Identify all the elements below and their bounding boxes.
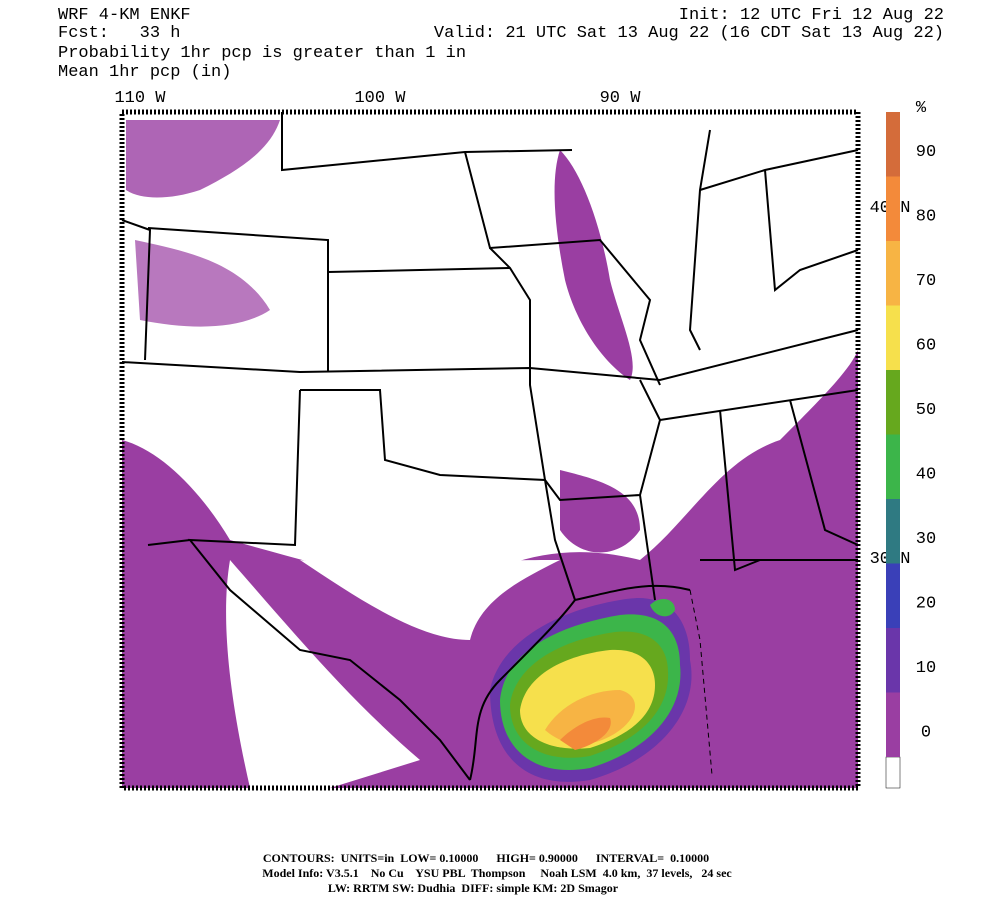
colorbar-label: 60 bbox=[916, 336, 936, 355]
map bbox=[119, 109, 861, 791]
colorbar-label: 90 bbox=[916, 143, 936, 162]
colorbar-band bbox=[885, 756, 901, 789]
dry-area bbox=[226, 560, 420, 788]
precip-area bbox=[560, 470, 640, 553]
colorbar-label: 80 bbox=[916, 207, 936, 226]
footer-model-info: Model Info: V3.5.1 No Cu YSU PBL Thompso… bbox=[262, 866, 732, 880]
footer-contours: CONTOURS: UNITS=in LOW= 0.10000 HIGH= 0.… bbox=[263, 851, 709, 865]
map-frame bbox=[119, 109, 861, 791]
init-time: Init: 12 UTC Fri 12 Aug 22 bbox=[679, 6, 944, 25]
colorbar-band bbox=[886, 434, 900, 499]
colorbar-band bbox=[886, 176, 900, 241]
longitude-label: 90 W bbox=[600, 89, 642, 108]
forecast-hour: Fcst: 33 h bbox=[58, 24, 180, 43]
colorbar-label: 50 bbox=[916, 401, 936, 420]
colorbar-band bbox=[886, 370, 900, 435]
colorbar-band bbox=[886, 499, 900, 564]
longitude-label: 100 W bbox=[354, 89, 406, 108]
colorbar-label: 70 bbox=[916, 272, 936, 291]
colorbar-band bbox=[886, 305, 900, 370]
colorbar-band bbox=[886, 692, 900, 757]
colorbar-label: 40 bbox=[916, 465, 936, 484]
colorbar-band bbox=[886, 563, 900, 628]
colorbar-label: 0 bbox=[921, 723, 931, 742]
colorbar-band bbox=[886, 628, 900, 693]
colorbar-band bbox=[886, 112, 900, 177]
precip-area bbox=[126, 120, 280, 198]
valid-time: Valid: 21 UTC Sat 13 Aug 22 (16 CDT Sat … bbox=[434, 24, 944, 43]
dry-area bbox=[300, 560, 560, 640]
footer-physics: LW: RRTM SW: Dudhia DIFF: simple KM: 2D … bbox=[328, 881, 619, 895]
precip-area bbox=[135, 240, 270, 327]
colorbar-label: 10 bbox=[916, 659, 936, 678]
field-title: Probability 1hr pcp is greater than 1 in bbox=[58, 44, 466, 63]
precipitation-field bbox=[122, 120, 858, 788]
colorbar-band bbox=[886, 241, 900, 306]
colorbar-label: 30 bbox=[916, 530, 936, 549]
colorbar-unit: % bbox=[916, 99, 927, 118]
model-title: WRF 4-KM ENKF bbox=[58, 6, 191, 25]
longitude-label: 110 W bbox=[114, 89, 166, 108]
precip-area bbox=[554, 150, 633, 380]
state-boundaries bbox=[121, 112, 859, 781]
field-title: Mean 1hr pcp (in) bbox=[58, 63, 231, 82]
colorbar: % 0 10 20 30 40 50 60 70 80 90 bbox=[885, 99, 936, 789]
colorbar-label: 20 bbox=[916, 594, 936, 613]
